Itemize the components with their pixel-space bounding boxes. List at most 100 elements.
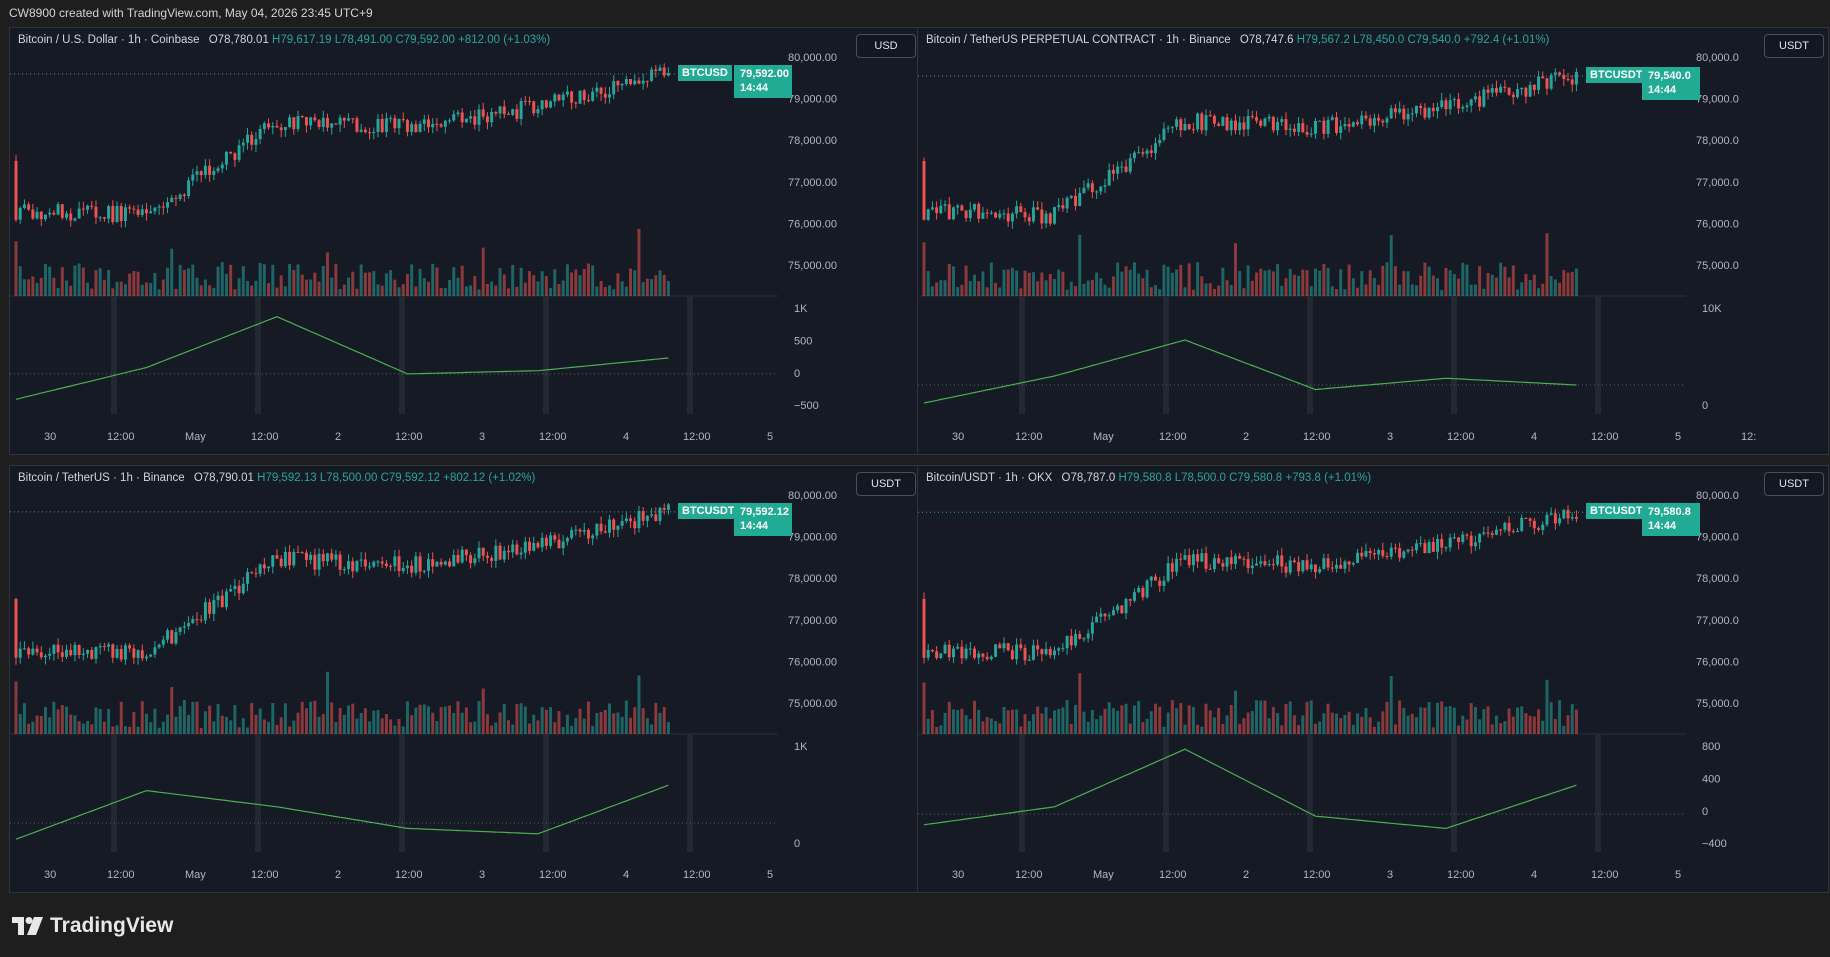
currency-button[interactable]: USDT bbox=[1764, 472, 1824, 496]
volume-bar bbox=[1524, 713, 1528, 734]
volume-bar bbox=[553, 269, 557, 296]
candle-body bbox=[616, 525, 620, 530]
volume-bar bbox=[570, 272, 574, 296]
candle-body bbox=[523, 100, 527, 102]
candle-body bbox=[170, 197, 174, 203]
candle-body bbox=[1031, 645, 1035, 660]
candle-body bbox=[1410, 113, 1414, 115]
candle-body bbox=[1398, 108, 1402, 113]
candle-body bbox=[1259, 120, 1263, 126]
candle-body bbox=[498, 106, 502, 114]
candle-body bbox=[1457, 537, 1461, 543]
volume-bar bbox=[515, 286, 519, 296]
candle-body bbox=[1191, 129, 1195, 131]
candle-body bbox=[1377, 550, 1381, 555]
candle-body bbox=[111, 644, 115, 658]
volume-bar bbox=[519, 267, 523, 296]
candle-body bbox=[1343, 561, 1347, 569]
volume-bar bbox=[342, 714, 346, 734]
osc-tick-label: −500 bbox=[794, 400, 819, 412]
volume-bar bbox=[115, 281, 119, 296]
candle-body bbox=[1330, 567, 1334, 569]
volume-bar bbox=[629, 717, 633, 734]
candle-body bbox=[321, 554, 325, 562]
price-tick-label: 79,000.00 bbox=[788, 94, 837, 106]
volume-bar bbox=[1553, 279, 1557, 296]
candle-body bbox=[1053, 650, 1056, 656]
volume-bar bbox=[1023, 270, 1027, 296]
candle-body bbox=[65, 649, 68, 657]
volume-bar bbox=[128, 273, 132, 296]
volume-bar bbox=[1212, 717, 1216, 734]
candle-body bbox=[973, 648, 976, 658]
volume-bar bbox=[317, 281, 321, 296]
volume-bar bbox=[275, 724, 279, 734]
candle-body bbox=[153, 647, 157, 655]
volume-bar bbox=[1494, 277, 1498, 296]
volume-bar bbox=[1217, 285, 1221, 296]
candle-body bbox=[1149, 150, 1153, 153]
candle-body bbox=[1486, 532, 1490, 534]
candle-body bbox=[1015, 644, 1019, 660]
candle-body bbox=[246, 134, 249, 143]
volume-bar bbox=[570, 725, 574, 734]
volume-bar bbox=[1503, 721, 1507, 734]
candle-body bbox=[1305, 132, 1309, 135]
candle-body bbox=[313, 554, 317, 570]
volume-bar bbox=[1330, 712, 1334, 734]
volume-bar bbox=[1166, 266, 1170, 296]
volume-bar bbox=[595, 712, 599, 734]
candle-body bbox=[1090, 183, 1094, 193]
volume-bar bbox=[216, 266, 220, 296]
chart-panel-binance-perp[interactable]: 80,000.0 79,000.0 78,000.0 77,000.0 76,000.0… bbox=[917, 27, 1829, 455]
candle-body bbox=[633, 521, 637, 529]
volume-bar bbox=[985, 717, 989, 734]
candle-body bbox=[553, 535, 557, 540]
candle-body bbox=[208, 165, 212, 175]
volume-bar bbox=[1465, 264, 1469, 296]
candle-body bbox=[443, 120, 447, 127]
price-tag-symbol: BTCUSDT bbox=[678, 502, 739, 519]
currency-button[interactable]: USDT bbox=[1764, 34, 1824, 58]
candle-body bbox=[1048, 648, 1052, 656]
chart-panel-binance-spot[interactable]: 80,000.00 79,000.00 78,000.00 77,000.00 76,0… bbox=[9, 465, 921, 893]
candle-body bbox=[1545, 78, 1549, 89]
volume-bar bbox=[136, 726, 140, 734]
currency-button[interactable]: USDT bbox=[856, 472, 916, 496]
volume-bar bbox=[926, 271, 930, 296]
candle-body bbox=[418, 123, 422, 132]
volume-bar bbox=[1191, 289, 1195, 296]
volume-bar bbox=[1044, 280, 1048, 296]
volume-bar bbox=[1415, 285, 1418, 296]
volume-bar bbox=[1347, 711, 1351, 734]
candle-body bbox=[666, 73, 670, 76]
volume-bar bbox=[1532, 716, 1536, 734]
volume-bar bbox=[1427, 266, 1431, 296]
volume-bar bbox=[1288, 701, 1292, 734]
candle-body bbox=[69, 213, 73, 221]
candle-body bbox=[1128, 158, 1132, 172]
chart-panel-okx[interactable]: 80,000.0 79,000.0 78,000.0 77,000.0 76,000.0… bbox=[917, 465, 1829, 893]
candle-body bbox=[102, 217, 106, 219]
candle-body bbox=[528, 541, 531, 551]
time-axis-label: 2 bbox=[1243, 869, 1249, 881]
volume-bar bbox=[246, 727, 249, 734]
candle-body bbox=[1078, 634, 1082, 639]
volume-bar bbox=[1090, 279, 1094, 296]
candle-body bbox=[1271, 564, 1275, 566]
tradingview-logo[interactable]: TradingView bbox=[12, 914, 173, 938]
candle-body bbox=[1006, 213, 1010, 222]
candle-body bbox=[262, 123, 266, 129]
volume-bar bbox=[1558, 282, 1562, 296]
candle-body bbox=[182, 194, 186, 196]
volume-bar bbox=[224, 273, 228, 296]
currency-button[interactable]: USD bbox=[856, 34, 916, 58]
volume-bar bbox=[1154, 703, 1157, 734]
volume-bar bbox=[1061, 271, 1065, 296]
volume-bar bbox=[561, 726, 565, 734]
candle-body bbox=[1574, 517, 1578, 519]
chart-panel-coinbase[interactable]: 80,000.00 79,000.00 78,000.00 77,000.00 76,0… bbox=[9, 27, 921, 455]
candle-body bbox=[578, 529, 582, 532]
volume-bar bbox=[119, 701, 123, 734]
candle-body bbox=[187, 623, 191, 627]
